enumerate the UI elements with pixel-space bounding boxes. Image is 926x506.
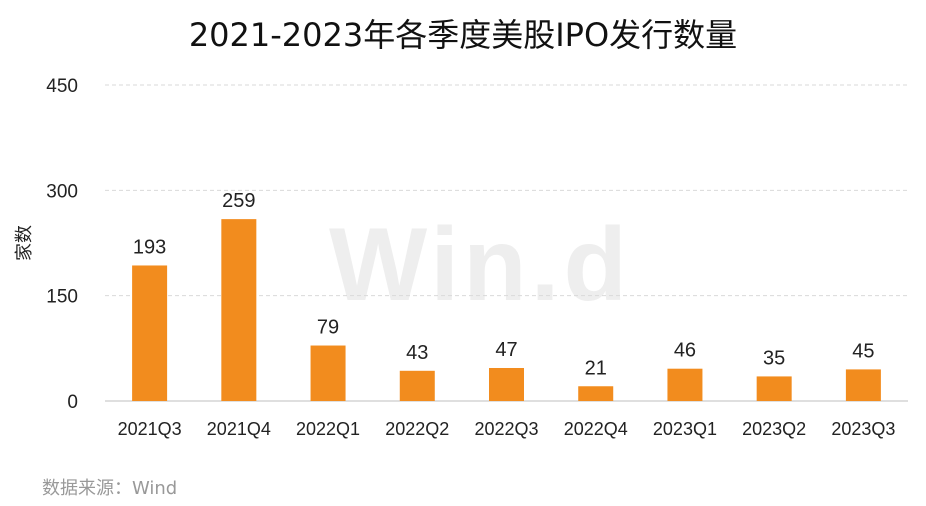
data-label: 35 xyxy=(763,347,785,369)
y-tick-label: 300 xyxy=(46,181,78,202)
x-tick-label: 2022Q4 xyxy=(564,419,628,439)
watermark: Win.d xyxy=(329,207,631,323)
data-label: 79 xyxy=(317,317,339,339)
chart-title: 2021-2023年各季度美股IPO发行数量 xyxy=(188,16,738,54)
data-labels: 193 259 79 43 47 21 46 35 45 xyxy=(133,190,875,379)
y-tick-label: 450 xyxy=(46,76,78,97)
bars xyxy=(132,219,881,401)
bar-2022Q2 xyxy=(399,370,435,401)
bar-2023Q2 xyxy=(756,376,792,401)
y-axis-title: 家数 xyxy=(14,225,35,261)
y-tick-label: 150 xyxy=(46,287,78,308)
data-label: 45 xyxy=(852,340,874,362)
data-label: 259 xyxy=(222,190,255,212)
data-label: 193 xyxy=(133,236,166,258)
x-tick-label: 2023Q2 xyxy=(742,419,806,439)
data-label: 47 xyxy=(495,339,517,361)
y-axis-ticks: 0 150 300 450 xyxy=(46,76,78,413)
data-label: 43 xyxy=(406,342,428,364)
x-tick-label: 2022Q1 xyxy=(296,419,360,439)
x-tick-label: 2022Q3 xyxy=(474,419,538,439)
y-tick-label: 0 xyxy=(67,392,78,413)
x-tick-label: 2021Q4 xyxy=(207,419,271,439)
data-label: 21 xyxy=(585,357,607,379)
data-label: 46 xyxy=(674,340,696,362)
x-axis-ticks: 2021Q3 2021Q4 2022Q1 2022Q2 2022Q3 2022Q4 2023… xyxy=(118,419,896,439)
x-tick-label: 2023Q1 xyxy=(653,419,717,439)
x-tick-label: 2023Q3 xyxy=(831,419,895,439)
bar-chart: Win.d 0 150 300 450 193 259 79 43 47 21 46 35 45 20… xyxy=(14,76,908,439)
x-tick-label: 2021Q3 xyxy=(118,419,182,439)
bar-2023Q1 xyxy=(667,368,703,401)
bar-2021Q4 xyxy=(221,219,257,401)
bar-2022Q4 xyxy=(578,386,614,401)
bar-2021Q3 xyxy=(132,265,168,401)
x-tick-label: 2022Q2 xyxy=(385,419,449,439)
bar-2022Q3 xyxy=(489,367,524,401)
source-note: 数据来源：Wind xyxy=(42,478,178,499)
bar-2022Q1 xyxy=(310,345,346,401)
bar-2023Q3 xyxy=(845,369,881,401)
